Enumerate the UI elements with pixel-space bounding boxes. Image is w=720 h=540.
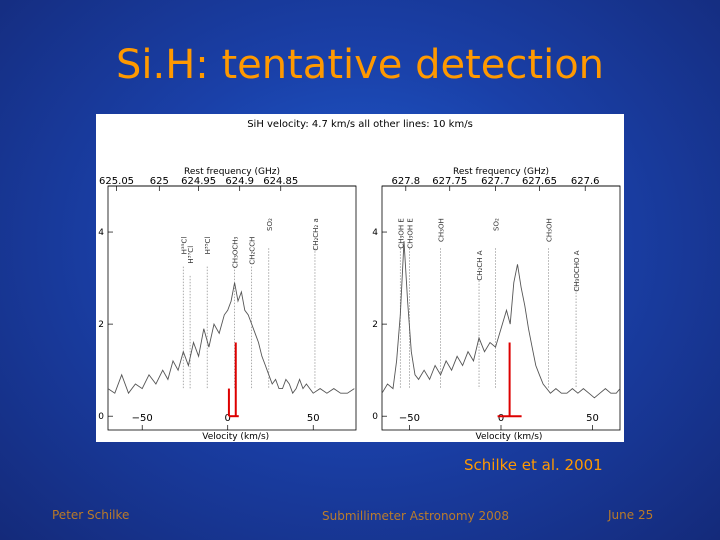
freq-tick-label-1-0: 627.8	[391, 176, 420, 187]
line-id-label-0-0: H³⁵Cl	[180, 237, 188, 255]
spectrum-svg: SiH velocity: 4.7 km/s all other lines: …	[98, 119, 621, 442]
figure-header: SiH velocity: 4.7 km/s all other lines: …	[247, 119, 473, 130]
freq-tick-label-0-0: 625.05	[99, 176, 134, 187]
footer-author: Peter Schilke	[52, 508, 130, 522]
spectrum-line-1	[381, 241, 621, 399]
plot-frame-1	[381, 185, 621, 431]
footer-date: June 25	[608, 508, 654, 522]
citation: Schilke et al. 2001	[464, 456, 603, 474]
line-id-label-0-5: SO₂	[266, 218, 274, 231]
line-id-label-1-6: CH₃OCHO A	[573, 250, 581, 291]
line-id-label-0-2: H³⁵Cl	[204, 237, 212, 255]
line-id-label-1-2: CH₃OH	[438, 218, 446, 242]
y-tick-label-0-2: 4	[98, 228, 104, 238]
freq-tick-label-1-2: 627.7	[481, 176, 510, 187]
freq-tick-label-0-1: 625	[150, 176, 169, 187]
line-id-label-1-5: CH₃OH	[546, 218, 554, 242]
freq-tick-label-0-2: 624.95	[181, 176, 216, 187]
freq-axis-title-0: Rest frequency (GHz)	[184, 167, 280, 177]
x-tick-label-0-1: 0	[225, 413, 231, 424]
footer-event: Submillimeter Astronomy 2008	[322, 509, 510, 523]
slide-title: Si.H: tentative detection	[115, 42, 605, 88]
line-id-label-0-6: CH₂CH₂ a	[312, 218, 320, 250]
x-tick-label-1-1: 0	[498, 413, 504, 424]
x-tick-label-1-2: 50	[586, 413, 599, 424]
line-id-label-1-1: CH₃OH E	[406, 218, 414, 248]
y-tick-label-1-1: 2	[372, 320, 378, 330]
line-id-label-0-4: CH₂CCH	[249, 237, 257, 265]
spectrum-line-0	[107, 282, 355, 395]
x-axis-label-1: Velocity (km/s)	[476, 432, 543, 442]
x-axis-label-0: Velocity (km/s)	[202, 432, 269, 442]
y-tick-label-1-2: 4	[372, 228, 378, 238]
y-tick-label-0-0: 0	[98, 412, 104, 422]
x-tick-label-1-0: −50	[399, 413, 420, 424]
freq-tick-label-0-4: 624.85	[263, 176, 298, 187]
line-id-label-1-3: CH₂CH A	[476, 250, 484, 280]
freq-tick-label-0-3: 624.9	[225, 176, 254, 187]
x-tick-label-0-0: −50	[132, 413, 153, 424]
x-tick-label-0-2: 50	[307, 413, 320, 424]
y-tick-label-1-0: 0	[372, 412, 378, 422]
line-id-label-0-1: H³⁷Cl	[187, 246, 195, 264]
freq-tick-label-1-4: 627.6	[571, 176, 600, 187]
spectrum-figure: SiH velocity: 4.7 km/s all other lines: …	[96, 114, 624, 442]
y-tick-label-0-1: 2	[98, 320, 104, 330]
line-id-label-1-0: CH₃OH E	[397, 218, 405, 248]
freq-tick-label-1-1: 627.75	[432, 176, 467, 187]
freq-tick-label-1-3: 627.65	[522, 176, 557, 187]
freq-axis-title-1: Rest frequency (GHz)	[453, 167, 549, 177]
line-id-label-1-4: SO₂	[493, 218, 501, 231]
line-id-label-0-3: CH₃OCH₃	[232, 236, 240, 268]
